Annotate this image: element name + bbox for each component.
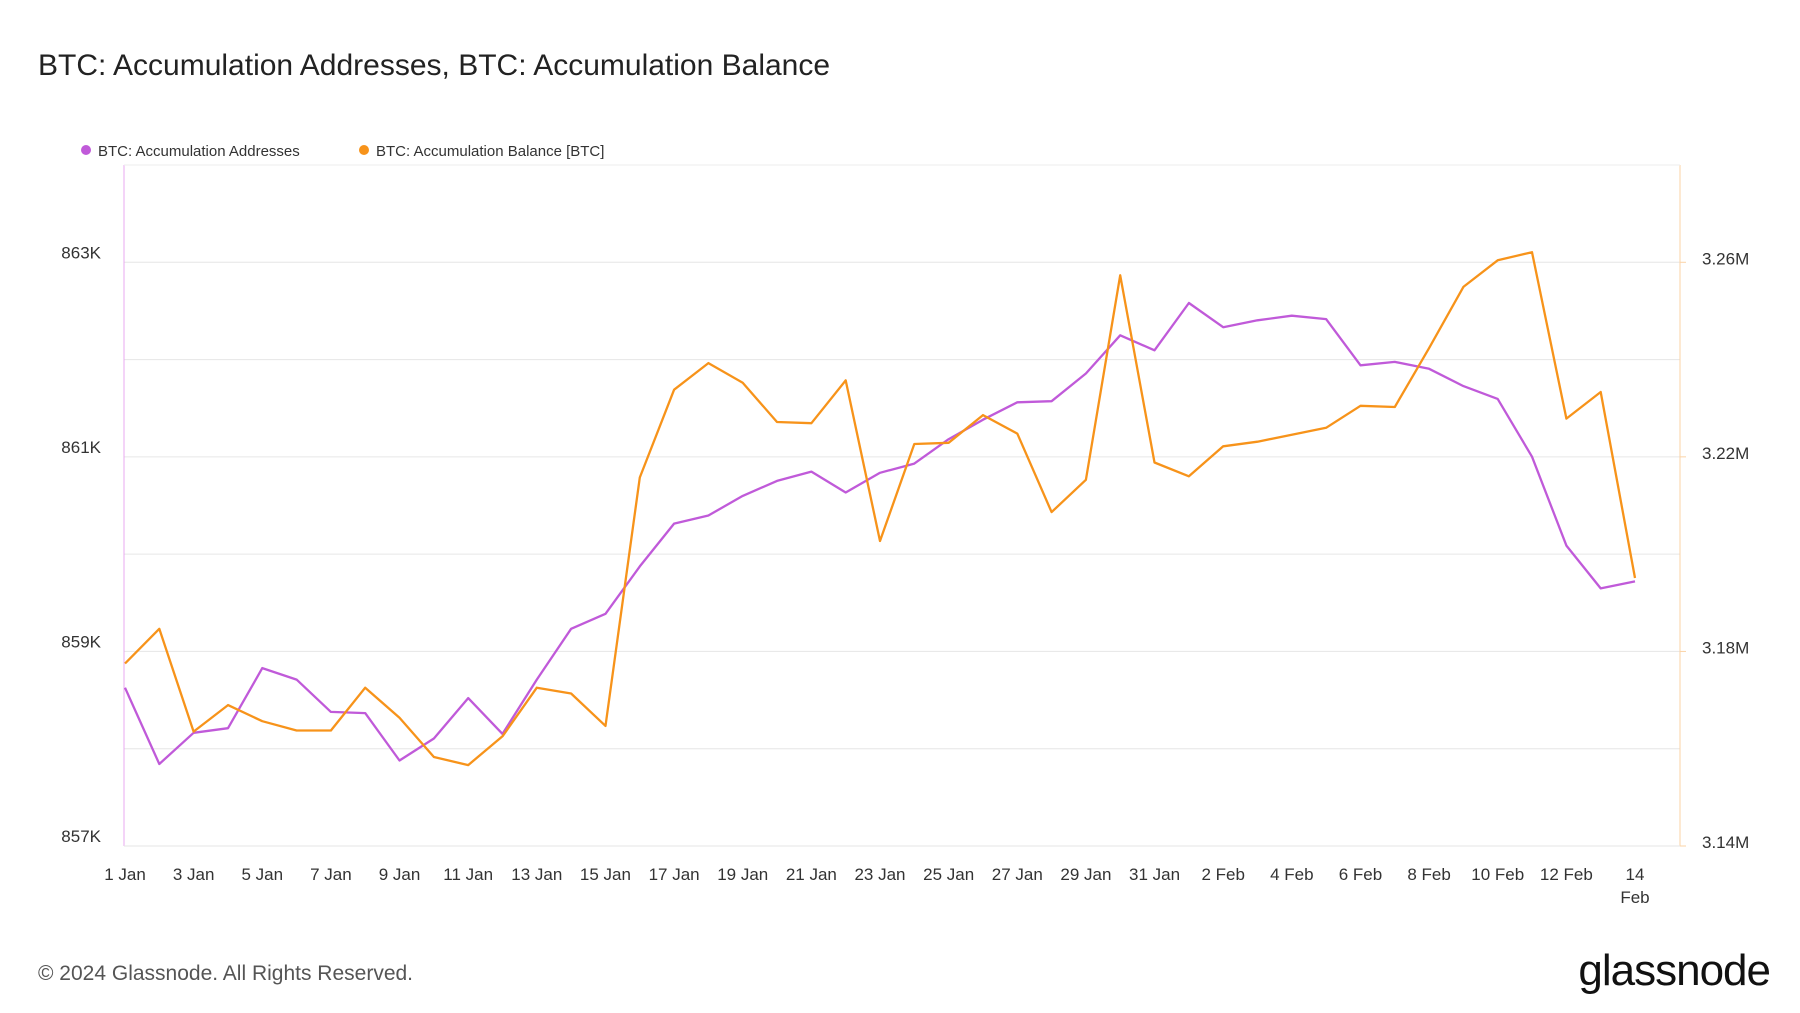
- x-tick-label: 9 Jan: [379, 865, 421, 884]
- x-tick-label: 25 Jan: [923, 865, 974, 884]
- series-line: [124, 251, 1637, 767]
- x-tick-label: 7 Jan: [310, 865, 352, 884]
- x-tick-label: 11 Jan: [443, 865, 493, 884]
- brand-logo: glassnode: [1578, 946, 1770, 995]
- chart-title: BTC: Accumulation Addresses, BTC: Accumu…: [38, 49, 830, 82]
- x-tick-label: 4 Feb: [1270, 865, 1313, 884]
- x-tick-label: 17 Jan: [649, 865, 700, 884]
- y-tick-label: 863K: [61, 243, 101, 262]
- legend-marker: [359, 145, 369, 155]
- y2-tick-label: 3.18M: [1702, 638, 1749, 657]
- x-tick-label: 5 Jan: [241, 865, 283, 884]
- x-tick-label: 31 Jan: [1129, 865, 1180, 884]
- series-line: [123, 301, 1636, 766]
- legend-marker: [81, 145, 91, 155]
- y2-tick-label: 3.14M: [1702, 833, 1749, 852]
- y2-tick-label: 3.22M: [1702, 444, 1749, 463]
- x-tick-label: 2 Feb: [1201, 865, 1244, 884]
- x-tick-label: 23 Jan: [854, 865, 905, 884]
- x-tick-label: 15 Jan: [580, 865, 631, 884]
- x-tick-label: 29 Jan: [1060, 865, 1111, 884]
- x-tick-label: 8 Feb: [1407, 865, 1450, 884]
- legend-label: BTC: Accumulation Balance [BTC]: [376, 143, 604, 160]
- x-tick-label: 19 Jan: [717, 865, 768, 884]
- x-tick-label: 6 Feb: [1339, 865, 1382, 884]
- x-tick-label: 13 Jan: [511, 865, 562, 884]
- x-tick-label: 3 Jan: [173, 865, 215, 884]
- footer: © 2024 Glassnode. All Rights Reserved.: [38, 962, 413, 985]
- y2-tick-label: 3.26M: [1702, 249, 1749, 268]
- y-tick-label: 857K: [61, 827, 101, 846]
- x-tick-label: 27 Jan: [992, 865, 1043, 884]
- x-tick-label: 12 Feb: [1540, 865, 1593, 884]
- y-tick-label: 859K: [61, 632, 101, 651]
- x-tick-label: 10 Feb: [1471, 865, 1524, 884]
- legend-label: BTC: Accumulation Addresses: [98, 143, 300, 160]
- y-tick-label: 861K: [61, 438, 101, 457]
- x-tick-label: 1 Jan: [104, 865, 146, 884]
- x-tick-label: 14 Feb: [1620, 865, 1649, 907]
- x-tick-label: 21 Jan: [786, 865, 837, 884]
